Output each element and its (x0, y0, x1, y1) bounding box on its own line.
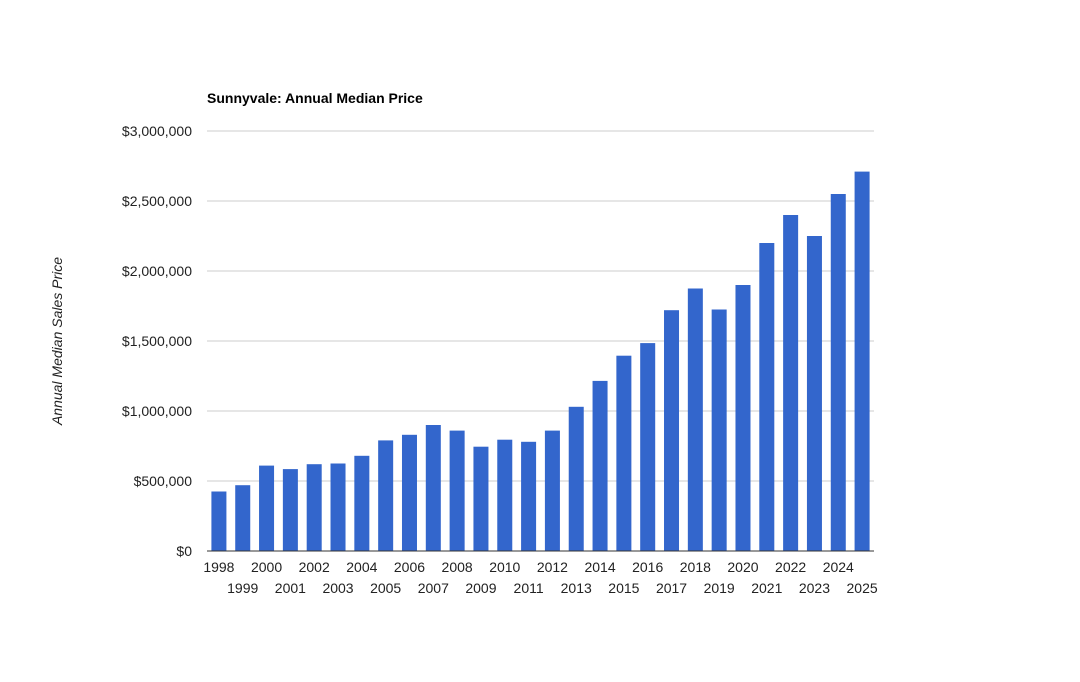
x-tick-label: 2007 (418, 580, 449, 596)
bar-1998 (211, 491, 227, 551)
x-tick-label: 2001 (275, 580, 306, 596)
bar-2012 (544, 430, 560, 551)
x-tick-label: 2008 (442, 559, 473, 575)
bar-2008 (449, 430, 465, 551)
bar-2020 (735, 285, 751, 551)
y-tick-label: $1,000,000 (122, 403, 192, 419)
x-tick-labels: 1998 1999 2000 2001 2002 2003 2004 2005 2006 2007… (203, 559, 878, 596)
x-tick-label: 2009 (465, 580, 496, 596)
bar-2024 (830, 194, 846, 551)
bar-2002 (306, 464, 322, 551)
x-tick-label: 2000 (251, 559, 282, 575)
y-tick-label: $2,000,000 (122, 263, 192, 279)
x-tick-label: 2020 (727, 559, 758, 575)
bar-2006 (401, 434, 417, 551)
x-tick-label: 2003 (322, 580, 353, 596)
y-axis-label: Annual Median Sales Price (49, 257, 65, 426)
x-tick-label: 2016 (632, 559, 663, 575)
x-tick-label: 2023 (799, 580, 830, 596)
x-tick-label: 2021 (751, 580, 782, 596)
x-tick-label: 2018 (680, 559, 711, 575)
bar-2000 (259, 465, 275, 551)
bar-2025 (854, 171, 870, 551)
y-tick-label: $1,500,000 (122, 333, 192, 349)
bar-2019 (711, 309, 727, 551)
x-tick-label: 2002 (299, 559, 330, 575)
x-tick-label: 2011 (514, 580, 544, 596)
y-tick-labels: $0 $500,000 $1,000,000 $1,500,000 $2,000,000… (122, 123, 192, 559)
bar-2001 (282, 469, 298, 551)
x-tick-label: 2022 (775, 559, 806, 575)
x-tick-label: 2017 (656, 580, 687, 596)
y-tick-label: $0 (176, 543, 192, 559)
x-tick-label: 2019 (704, 580, 735, 596)
bar-2018 (687, 288, 703, 551)
bar-2014 (592, 380, 608, 551)
bar-2015 (616, 355, 632, 551)
x-tick-label: 2006 (394, 559, 425, 575)
bar-2021 (759, 243, 775, 551)
x-tick-label: 2025 (847, 580, 878, 596)
x-tick-label: 2010 (489, 559, 520, 575)
bar-2007 (425, 425, 441, 551)
bar-2010 (497, 439, 513, 551)
bar-2023 (806, 236, 822, 551)
y-tick-label: $2,500,000 (122, 193, 192, 209)
bar-1999 (235, 485, 251, 551)
bar-2016 (640, 343, 656, 551)
bar-2017 (664, 310, 680, 551)
chart-title: Sunnyvale: Annual Median Price (207, 90, 423, 106)
x-tick-label: 2005 (370, 580, 401, 596)
x-tick-label: 2024 (823, 559, 854, 575)
bars (211, 171, 870, 551)
bar-2005 (378, 440, 394, 551)
x-tick-label: 2013 (561, 580, 592, 596)
x-tick-label: 2015 (608, 580, 639, 596)
x-tick-label: 1998 (203, 559, 234, 575)
bar-2022 (783, 215, 799, 551)
x-tick-label: 2012 (537, 559, 568, 575)
bar-2011 (521, 441, 537, 551)
x-tick-label: 2004 (346, 559, 377, 575)
bar-2004 (354, 455, 370, 551)
y-tick-label: $500,000 (134, 473, 193, 489)
bar-2009 (473, 446, 489, 551)
bar-2003 (330, 463, 346, 551)
x-tick-label: 1999 (227, 580, 258, 596)
x-tick-label: 2014 (584, 559, 615, 575)
bar-2013 (568, 406, 584, 551)
y-tick-label: $3,000,000 (122, 123, 192, 139)
